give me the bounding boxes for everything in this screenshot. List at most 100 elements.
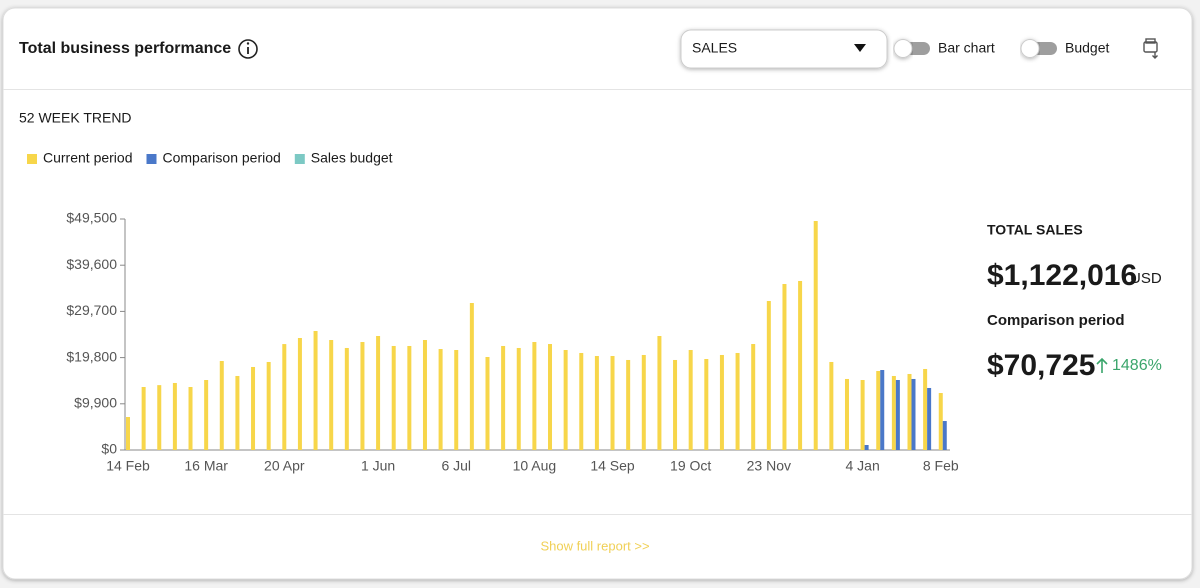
total-value: $1,122,016 [987,259,1137,292]
bar [782,284,787,450]
summary-label: TOTAL SALES [987,222,1083,238]
bar [844,378,849,450]
y-tick-label: $19,800 [66,348,117,364]
bar [204,380,209,450]
bar [813,221,818,450]
info-icon[interactable] [238,39,258,59]
summary-label: Comparison period [987,312,1125,329]
card-title: Total business performance [19,40,231,57]
chart-title: 52 WEEK TREND [19,110,132,126]
dropdown[interactable]: SALES [680,29,888,69]
bar [688,349,693,450]
y-tick-label: $39,600 [66,256,117,272]
bar [704,359,709,450]
bar [266,361,271,450]
bar [895,380,900,450]
legend-swatch [294,154,305,164]
x-tick-label: 10 Aug [513,458,557,474]
bar [485,356,490,450]
toggle[interactable] [893,39,930,58]
bar [579,352,584,450]
bar [376,335,381,450]
bar [157,385,162,450]
y-tick-label: $29,700 [66,302,117,318]
legend-label: Sales budget [311,150,393,166]
bar [501,345,506,450]
bar [860,380,865,450]
bar [641,354,646,450]
bar [172,382,177,450]
bar [673,359,678,450]
bar [548,344,553,450]
bar [297,338,302,450]
bar [329,340,334,450]
bar [407,345,412,450]
bar [719,354,724,450]
x-tick-label: 1 Jun [361,458,395,474]
bar [626,359,631,450]
bar [313,331,318,450]
bar [469,303,474,450]
bar [282,344,287,450]
bar [610,356,615,450]
legend-swatch [146,154,157,164]
bar [141,387,146,450]
bar [532,342,537,450]
bar [219,361,224,450]
y-tick-label: $49,500 [66,210,117,226]
x-tick-label: 4 Jan [845,458,879,474]
change-value: 1486% [1112,357,1162,374]
dropdown-value: SALES [692,40,737,56]
bar [438,349,443,450]
x-tick-label: 14 Feb [106,458,150,474]
bar [344,347,349,450]
export-icon[interactable] [1143,38,1158,59]
bar [864,445,869,450]
toggle-label: Budget [1065,40,1109,56]
bar [516,347,521,450]
legend-label: Comparison period [163,150,281,166]
toggle[interactable] [1020,39,1057,58]
y-tick-label: $9,900 [74,395,117,411]
bar [891,375,896,450]
bar [766,300,771,450]
bar [938,393,943,450]
legend-swatch [27,154,37,164]
footer-link[interactable]: Show full report >> [540,538,649,553]
bar [911,378,916,450]
comparison-value: $70,725 [987,349,1095,382]
bar [829,361,834,450]
bar [454,349,459,450]
bar [927,387,932,450]
currency: USD [1130,270,1162,287]
x-tick-label: 6 Jul [441,458,471,474]
bar [942,421,947,450]
x-tick-label: 14 Sep [590,458,635,474]
bar [188,387,193,450]
up-arrow [1096,357,1108,373]
x-tick-label: 19 Oct [670,458,711,474]
bar [876,370,881,450]
bar [391,345,396,450]
bar [798,280,803,450]
x-tick-label: 23 Nov [747,458,791,474]
bar [251,366,256,450]
bar [422,340,427,450]
x-tick-label: 20 Apr [264,458,305,474]
bar [907,373,912,450]
y-tick-label: $0 [101,441,117,457]
toggle-label: Bar chart [938,40,995,56]
card [2,7,1193,580]
bar [563,349,568,450]
bar [751,344,756,450]
bar [735,352,740,450]
x-tick-label: 16 Mar [184,458,228,474]
bar [360,342,365,450]
x-tick-label: 8 Feb [923,458,959,474]
bar [657,335,662,450]
bar [594,356,599,450]
bar [235,375,240,450]
bar [126,417,130,450]
